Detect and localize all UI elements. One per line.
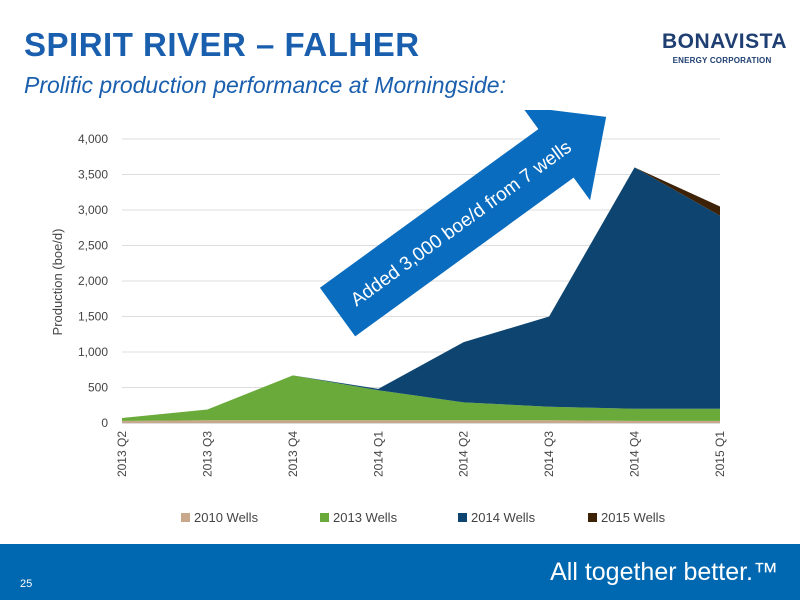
legend-swatch bbox=[458, 513, 467, 522]
footer-bar: 25 All together better.™ bbox=[0, 544, 800, 600]
y-tick-label: 0 bbox=[101, 416, 108, 430]
legend-label: 2013 Wells bbox=[333, 510, 398, 525]
x-tick-label: 2013 Q3 bbox=[200, 431, 214, 477]
x-axis-ticks: 2013 Q2 2013 Q3 2013 Q4 2014 Q1 2014 Q2 2014 … bbox=[115, 431, 727, 477]
y-tick-label: 1,000 bbox=[78, 345, 108, 359]
arrow-annotation: Added 3,000 boe/d from 7 wells bbox=[347, 137, 576, 311]
y-tick-label: 3,000 bbox=[78, 203, 108, 217]
y-tick-label: 4,000 bbox=[78, 132, 108, 146]
y-tick-label: 500 bbox=[88, 381, 108, 395]
area-2010-wells bbox=[122, 420, 720, 423]
area-series bbox=[122, 167, 720, 423]
area-2014-wells bbox=[122, 167, 720, 418]
legend: 2010 Wells 2013 Wells 2014 Wells 2015 Wells bbox=[181, 510, 666, 525]
legend-label: 2010 Wells bbox=[194, 510, 259, 525]
legend-swatch bbox=[320, 513, 329, 522]
y-tick-label: 2,000 bbox=[78, 274, 108, 288]
x-tick-label: 2013 Q2 bbox=[115, 431, 129, 477]
y-axis-ticks: 0 500 1,000 1,500 2,000 2,500 3,000 3,500 4,000 bbox=[78, 132, 108, 430]
production-chart: 05001,0001,5002,0002,5003,0003,5004,000 … bbox=[50, 110, 727, 525]
page-subtitle: Prolific production performance at Morni… bbox=[24, 72, 506, 98]
x-tick-label: 2014 Q2 bbox=[457, 431, 471, 477]
legend-label: 2014 Wells bbox=[471, 510, 536, 525]
legend-swatch bbox=[588, 513, 597, 522]
legend-label: 2015 Wells bbox=[601, 510, 666, 525]
legend-swatch bbox=[181, 513, 190, 522]
page-title: SPIRIT RIVER – FALHER bbox=[24, 26, 420, 63]
y-tick-label: 2,500 bbox=[78, 239, 108, 253]
y-tick-label: 3,500 bbox=[78, 168, 108, 182]
x-tick-label: 2014 Q1 bbox=[371, 431, 385, 477]
slide-number: 25 bbox=[20, 578, 33, 590]
company-logo: BONAVISTA ENERGY CORPORATION bbox=[662, 30, 788, 65]
logo-subtext: ENERGY CORPORATION bbox=[672, 56, 772, 65]
x-tick-label: 2014 Q3 bbox=[542, 431, 556, 477]
x-tick-label: 2015 Q1 bbox=[713, 431, 727, 477]
y-axis-label: Production (boe/d) bbox=[50, 229, 65, 336]
x-tick-label: 2014 Q4 bbox=[628, 431, 642, 477]
growth-arrow-shape bbox=[319, 110, 607, 337]
area-2013-wells bbox=[122, 375, 720, 421]
logo-brand: BONAVISTA bbox=[662, 30, 788, 53]
y-tick-label: 1,500 bbox=[78, 310, 108, 324]
footer-tagline: All together better.™ bbox=[550, 558, 778, 586]
x-tick-label: 2013 Q4 bbox=[286, 431, 300, 477]
